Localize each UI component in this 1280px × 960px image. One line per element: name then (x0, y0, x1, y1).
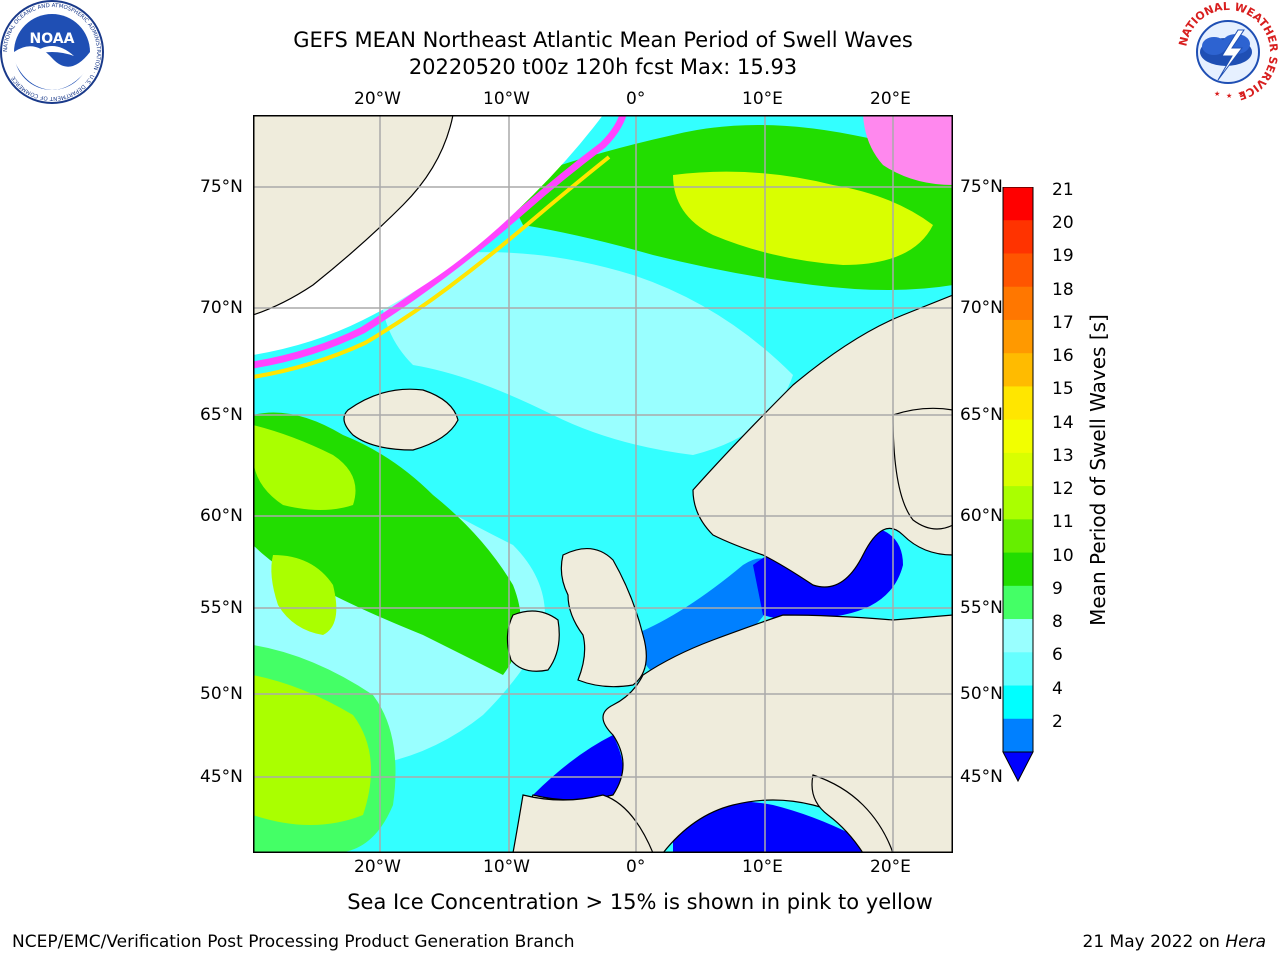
lon-label-top-0: 0° (626, 89, 646, 109)
lat-label-left-65n: 65°N (200, 405, 243, 425)
land-italy (811, 774, 894, 853)
lat-label-right-70n: 70°N (960, 298, 1003, 318)
map-border (253, 115, 953, 853)
colorbar-segment (1003, 652, 1033, 687)
lon-label-top-20w: 20°W (354, 89, 401, 109)
land-greenland (253, 115, 454, 316)
colorbar-segment (1003, 552, 1033, 587)
colorbar-tick-label: 11 (1052, 512, 1074, 533)
colorbar-tick-label: 9 (1052, 578, 1063, 599)
lat-label-right-65n: 65°N (960, 405, 1003, 425)
colorbar-segment (1003, 286, 1033, 321)
footer-date: 21 May 2022 on (1082, 932, 1226, 952)
colorbar-label: Mean Period of Swell Waves [s] (1086, 314, 1110, 626)
lon-label-bottom-20e: 20°E (870, 857, 911, 877)
lat-label-right-75n: 75°N (960, 177, 1003, 197)
colorbar-tick-label: 13 (1052, 445, 1074, 466)
noaa-logo-text: NOAA (30, 31, 75, 47)
lat-label-left-45n: 45°N (200, 767, 243, 787)
lat-label-right-55n: 55°N (960, 598, 1003, 618)
land-iberia (512, 794, 654, 853)
lon-label-bottom-10w: 10°W (483, 857, 530, 877)
colorbar-extend-arrow (1002, 751, 1034, 783)
swell-2-4s-northsea (633, 558, 783, 685)
colorbar-tick-label: 2 (1052, 711, 1063, 732)
colorbar-tick-label: 6 (1052, 645, 1063, 666)
lat-label-right-50n: 50°N (960, 684, 1003, 704)
lat-label-left-50n: 50°N (200, 684, 243, 704)
colorbar-tick-label: 21 (1052, 180, 1074, 200)
colorbar-tick-label: 12 (1052, 479, 1074, 500)
footer-right: 21 May 2022 on Hera (1083, 932, 1267, 952)
swell-12-14s-southwest (271, 555, 337, 635)
colorbar-tick-label: 14 (1052, 412, 1074, 433)
lat-label-left-55n: 55°N (200, 598, 243, 618)
colorbar-tick-label: 15 (1052, 379, 1074, 400)
colorbar-segment (1003, 253, 1033, 288)
colorbar-segment (1003, 220, 1033, 254)
lat-label-left-75n: 75°N (200, 177, 243, 197)
colorbar-tick-label: 20 (1052, 213, 1074, 234)
land-scandinavia (692, 294, 953, 588)
lon-label-top-10w: 10°W (483, 89, 530, 109)
lon-label-bottom-10e: 10°E (742, 857, 783, 877)
swell-12-14s-west (253, 425, 356, 510)
colorbar-tick-label: 17 (1052, 312, 1074, 333)
footer-machine: Hera (1225, 932, 1266, 952)
colorbar-segment (1003, 452, 1033, 487)
noaa-logo: NATIONAL OCEANIC AND ATMOSPHERIC ADMINIS… (0, 0, 104, 104)
swell-12-14s-north (673, 171, 933, 265)
colorbar-segment (1003, 319, 1033, 354)
chart-title: GEFS MEAN Northeast Atlantic Mean Period… (293, 28, 913, 52)
colorbar-ticks: 21 20 19 18 17 16 15 14 13 12 11 10 9 8 6 4 2 (1052, 180, 1092, 770)
swell-lt2s-biscay (533, 735, 623, 805)
land-finland (892, 407, 953, 530)
sea-ice-note: Sea Ice Concentration > 15% is shown in … (347, 890, 933, 914)
swell-lt2s-mediterranean (673, 801, 873, 853)
colorbar-segment (1003, 585, 1033, 620)
land-britain (560, 548, 647, 688)
chart-subtitle: 20220520 t00z 120h fcst Max: 15.93 (408, 55, 798, 79)
nws-logo: NATIONAL WEATHER SERVICE ★ ★ ★ (1176, 0, 1280, 104)
sea-ice-edge (253, 115, 627, 369)
swell-8-9s-region (381, 252, 793, 455)
colorbar-tick-label: 4 (1052, 678, 1063, 699)
colorbar-segment (1003, 718, 1033, 753)
lat-label-right-45n: 45°N (960, 767, 1003, 787)
lat-label-left-60n: 60°N (200, 506, 243, 526)
svg-text:★: ★ (1214, 90, 1220, 98)
lon-label-top-10e: 10°E (742, 89, 783, 109)
land-ireland (506, 610, 560, 672)
lon-label-bottom-20w: 20°W (354, 857, 401, 877)
colorbar-segment (1003, 353, 1033, 387)
colorbar-segment (1003, 619, 1033, 653)
lat-label-left-70n: 70°N (200, 298, 243, 318)
colorbar-tick-label: 19 (1052, 246, 1074, 267)
lon-label-bottom-0: 0° (626, 857, 646, 877)
colorbar-segment (1003, 187, 1033, 221)
svg-text:★: ★ (1238, 90, 1244, 98)
map-panel (253, 115, 953, 853)
graticule (253, 115, 953, 853)
colorbar-border (1002, 186, 1034, 752)
colorbar-tick-label: 18 (1052, 279, 1074, 300)
sea-ice-edge-inner (253, 155, 611, 379)
colorbar-segment (1003, 685, 1033, 720)
colorbar-segment (1003, 419, 1033, 454)
lat-label-right-60n: 60°N (960, 506, 1003, 526)
colorbar (1000, 186, 1060, 787)
sea-ice-barents (863, 115, 953, 185)
colorbar-segment (1003, 386, 1033, 421)
colorbar-tick-label: 8 (1052, 612, 1063, 633)
colorbar-tick-label: 16 (1052, 346, 1074, 367)
lon-label-top-20e: 20°E (870, 89, 911, 109)
footer-left: NCEP/EMC/Verification Post Processing Pr… (12, 932, 575, 952)
colorbar-tick-label: 10 (1052, 545, 1074, 566)
land-iceland (343, 388, 459, 451)
svg-text:★: ★ (1226, 92, 1232, 100)
colorbar-svg (1002, 186, 1034, 783)
swell-12-14s-south (253, 675, 371, 825)
colorbar-segment (1003, 519, 1033, 554)
colorbar-segment (1003, 486, 1033, 520)
